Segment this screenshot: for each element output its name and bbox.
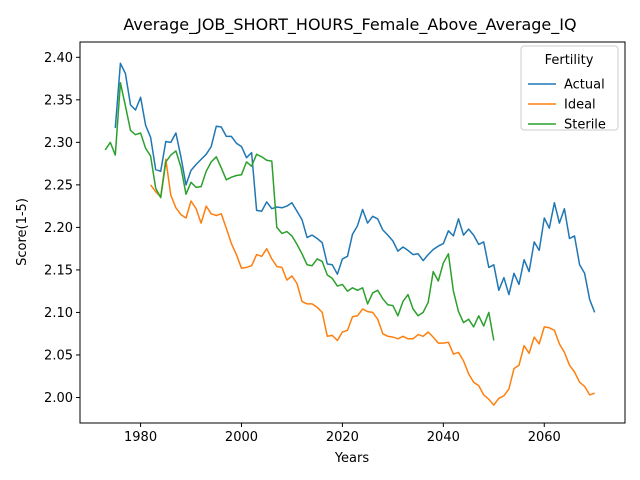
y-tick-label: 2.05	[44, 348, 73, 363]
plot-area-frame	[79, 41, 626, 424]
series-line-sterile	[104, 82, 495, 341]
chart-title: Average_JOB_SHORT_HOURS_Female_Above_Ave…	[123, 15, 576, 35]
legend-label-actual: Actual	[564, 78, 605, 93]
y-tick-label: 2.40	[44, 51, 73, 66]
series-line-ideal	[150, 158, 595, 406]
x-tick-label: 2060	[528, 430, 561, 445]
y-tick-label: 2.35	[44, 93, 73, 108]
legend-label-ideal: Ideal	[564, 98, 596, 113]
legend-items: Actual Ideal Sterile	[528, 78, 606, 133]
x-tick-label: 1980	[124, 430, 157, 445]
y-axis-label: Score(1-5)	[15, 198, 30, 266]
legend-label-sterile: Sterile	[564, 118, 606, 133]
y-axis: 2.00 2.05 2.10 2.15 2.20 2.25 2.30 2.35 2.40	[44, 51, 80, 406]
plot-lines	[104, 62, 596, 406]
y-tick-label: 2.25	[44, 178, 73, 193]
x-axis-label: Years	[334, 451, 370, 466]
x-tick-label: 2020	[326, 430, 359, 445]
y-tick-label: 2.20	[44, 221, 73, 236]
legend-title: Fertility	[545, 53, 594, 68]
legend-box	[520, 45, 619, 131]
x-axis: 1980 2000 2020 2040 2060	[124, 423, 561, 445]
legend: Fertility Actual Ideal Sterile	[520, 45, 619, 133]
x-tick-label: 2040	[427, 430, 460, 445]
series-line-actual	[114, 62, 596, 313]
y-tick-label: 2.30	[44, 136, 73, 151]
y-tick-label: 2.00	[44, 391, 73, 406]
x-tick-label: 2000	[225, 430, 258, 445]
y-tick-label: 2.15	[44, 263, 73, 278]
y-tick-label: 2.10	[44, 306, 73, 321]
